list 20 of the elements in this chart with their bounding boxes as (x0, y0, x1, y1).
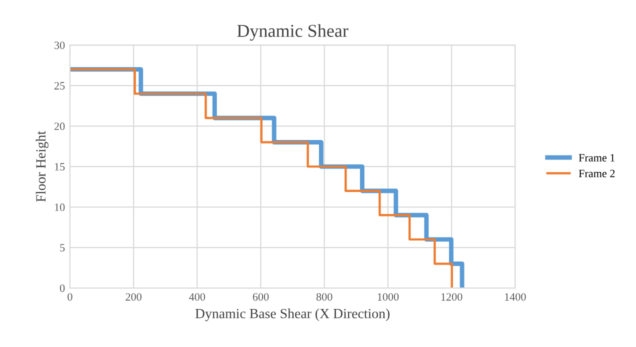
legend-label: Frame 1 (578, 154, 615, 162)
x-tick-label: 600 (252, 293, 269, 301)
x-tick-label: 0 (68, 293, 72, 301)
y-tick-label: 5 (60, 244, 65, 252)
x-tick-label: 1400 (505, 293, 526, 301)
x-tick-label: 400 (189, 293, 206, 301)
x-tick-label: 800 (316, 293, 332, 301)
y-tick-label: 10 (54, 204, 65, 212)
y-tick-label: 0 (60, 284, 65, 292)
x-axis-title: Dynamic Base Shear (X Direction) (195, 308, 390, 322)
y-axis-title: Floor Height (36, 130, 48, 202)
x-tick-label: 1000 (378, 293, 399, 301)
y-tick-label: 20 (54, 122, 65, 130)
x-tick-label: 1200 (441, 293, 462, 301)
legend-label: Frame 2 (578, 170, 615, 178)
y-tick-label: 15 (54, 163, 65, 171)
y-tick-label: 25 (54, 82, 65, 90)
chart-title: Dynamic Shear (237, 24, 348, 41)
y-tick-label: 30 (54, 42, 65, 50)
x-tick-label: 200 (126, 293, 142, 301)
